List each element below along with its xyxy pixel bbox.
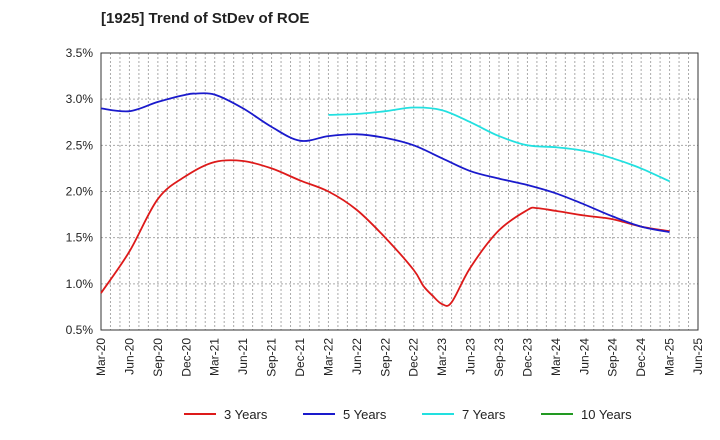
- x-tick-label: Mar-24: [549, 338, 563, 376]
- x-tick-label: Dec-21: [293, 338, 307, 377]
- x-tick-label: Mar-25: [663, 338, 677, 376]
- legend-label: 5 Years: [343, 407, 387, 422]
- y-tick-label: 3.0%: [66, 92, 94, 106]
- y-tick-label: 2.0%: [66, 185, 94, 199]
- plot-border: [100, 52, 699, 331]
- y-tick-label: 1.0%: [66, 277, 94, 291]
- x-tick-label: Jun-25: [691, 338, 705, 375]
- y-tick-label: 0.5%: [66, 323, 94, 337]
- chart-title: [1925] Trend of StDev of ROE: [101, 10, 310, 27]
- x-tick-label: Mar-21: [208, 338, 222, 376]
- x-tick-label: Dec-24: [634, 338, 648, 377]
- y-tick-label: 2.5%: [66, 138, 94, 152]
- legend-label: 10 Years: [581, 407, 632, 422]
- x-tick-label: Jun-20: [122, 338, 136, 375]
- x-tick-label: Jun-23: [464, 338, 478, 375]
- x-tick-label: Jun-22: [350, 338, 364, 375]
- x-tick-label: Jun-24: [577, 338, 591, 375]
- x-tick-label: Dec-23: [520, 338, 534, 377]
- x-tick-label: Sep-21: [265, 338, 279, 377]
- x-tick-label: Mar-22: [321, 338, 335, 376]
- y-tick-label: 1.5%: [66, 231, 94, 245]
- legend-label: 3 Years: [224, 407, 268, 422]
- series-line-3-years: [100, 159, 670, 307]
- series-line-5-years: [100, 92, 670, 233]
- x-tick-label: Sep-22: [378, 338, 392, 377]
- x-tick-label: Sep-20: [151, 338, 165, 377]
- x-tick-label: Mar-20: [94, 338, 108, 376]
- x-tick-label: Mar-23: [435, 338, 449, 376]
- x-tick-label: Dec-22: [407, 338, 421, 377]
- x-tick-label: Sep-23: [492, 338, 506, 377]
- x-tick-label: Dec-20: [179, 338, 193, 377]
- x-tick-label: Sep-24: [606, 338, 620, 377]
- series-line-7-years: [328, 106, 670, 183]
- y-tick-label: 3.5%: [66, 46, 94, 60]
- x-tick-label: Jun-21: [236, 338, 250, 375]
- legend-label: 7 Years: [462, 407, 506, 422]
